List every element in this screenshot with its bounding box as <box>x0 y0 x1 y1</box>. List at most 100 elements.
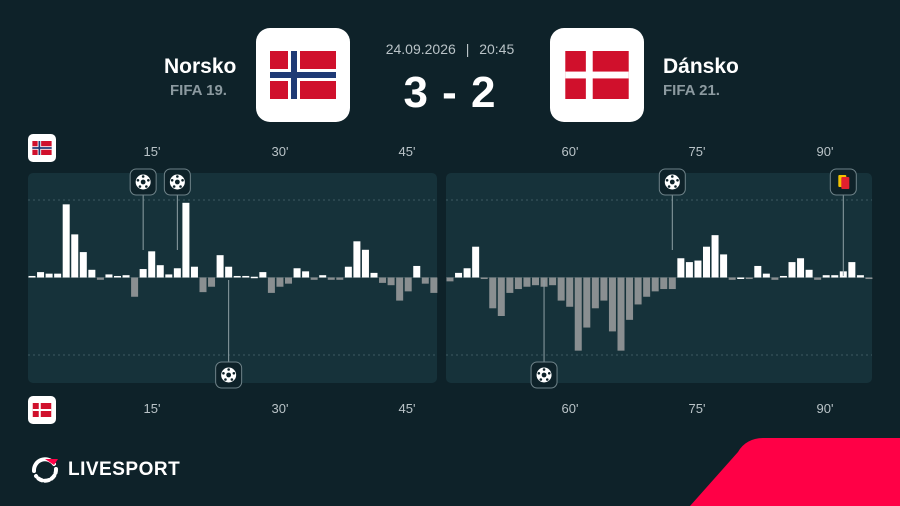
momentum-bar <box>694 260 702 278</box>
momentum-bar <box>310 277 318 280</box>
match-score: 3 - 2 <box>403 68 497 117</box>
livesport-brand: LIVESPORT <box>30 455 180 485</box>
soccer-ball-patch <box>147 179 150 182</box>
soccer-ball-patch <box>226 372 232 378</box>
soccer-ball-patch <box>224 378 227 381</box>
momentum-bar <box>37 272 45 278</box>
momentum-bar <box>660 277 668 290</box>
away-team-name: Dánsko <box>663 55 739 78</box>
momentum-bar <box>754 265 762 278</box>
momentum-bar <box>88 269 96 278</box>
momentum-bar <box>45 273 53 278</box>
momentum-bar <box>114 275 121 278</box>
momentum-bar <box>250 276 258 279</box>
momentum-bar <box>608 277 616 332</box>
momentum-bar <box>28 275 36 278</box>
momentum-bar <box>396 277 404 301</box>
soccer-ball-patch <box>676 179 679 182</box>
momentum-bar <box>557 277 565 301</box>
top-tick-label: 15' <box>144 144 161 159</box>
momentum-bar <box>685 262 693 278</box>
momentum-bar <box>327 277 335 280</box>
bottom-tick-label: 60' <box>562 401 579 416</box>
soccer-ball-patch <box>176 175 179 178</box>
momentum-bar <box>822 275 830 278</box>
soccer-ball-patch <box>140 179 146 185</box>
momentum-bar <box>122 275 130 278</box>
top-tick-label: 90' <box>817 144 834 159</box>
momentum-bar <box>472 246 480 278</box>
momentum-bar <box>173 268 181 278</box>
away-mini-flag <box>28 396 56 424</box>
momentum-bar <box>208 277 216 287</box>
momentum-bar <box>626 277 634 320</box>
momentum-bar <box>276 277 284 287</box>
bottom-tick-label: 90' <box>817 401 834 416</box>
bottom-tick-label: 75' <box>689 401 706 416</box>
momentum-bar <box>745 277 753 280</box>
momentum-bar <box>506 277 514 293</box>
momentum-bar <box>566 277 574 307</box>
momentum-bar <box>703 246 710 278</box>
momentum-bar <box>643 277 651 297</box>
soccer-ball-patch <box>179 185 182 188</box>
soccer-ball-patch <box>665 179 669 182</box>
momentum-bar <box>617 277 625 351</box>
top-tick-label: 45' <box>399 144 416 159</box>
momentum-bar <box>480 277 488 280</box>
momentum-bar <box>259 272 267 278</box>
away-flag-card <box>550 28 644 122</box>
momentum-bar <box>62 204 70 278</box>
momentum-bar <box>156 265 164 278</box>
momentum-bar <box>720 254 728 278</box>
momentum-bar <box>139 269 147 278</box>
momentum-bar <box>379 277 387 283</box>
momentum-bar <box>216 255 224 278</box>
top-tick-label: 75' <box>689 144 706 159</box>
momentum-bar <box>182 202 190 278</box>
momentum-bar <box>96 277 104 280</box>
home-mini-flag <box>28 134 56 162</box>
soccer-ball-patch <box>181 179 184 182</box>
momentum-bar <box>71 234 79 278</box>
momentum-bar <box>771 277 779 280</box>
momentum-bar <box>583 277 591 328</box>
momentum-bar <box>591 277 599 309</box>
momentum-bar <box>762 273 770 278</box>
momentum-bar <box>319 275 327 278</box>
top-tick-label: 30' <box>272 144 289 159</box>
momentum-bar <box>711 235 719 278</box>
soccer-ball-patch <box>174 179 180 185</box>
livesport-logo-icon <box>32 457 58 483</box>
momentum-bar <box>242 275 250 278</box>
soccer-ball-patch <box>541 372 547 378</box>
soccer-ball-patch <box>141 175 145 178</box>
momentum-bar <box>387 277 395 286</box>
momentum-bar <box>856 275 864 278</box>
red-card-icon <box>841 177 850 189</box>
momentum-bar <box>105 274 113 278</box>
match-datetime: 24.09.2026 | 20:45 <box>350 41 550 57</box>
momentum-bar <box>797 258 805 278</box>
momentum-bar <box>302 271 310 278</box>
momentum-bar <box>190 266 198 278</box>
home-team-rank: FIFA 19. <box>170 82 227 99</box>
momentum-bar <box>814 277 822 280</box>
momentum-bar <box>549 277 557 286</box>
soccer-ball-patch <box>136 179 140 182</box>
soccer-ball-patch <box>537 372 541 375</box>
momentum-bar <box>148 251 156 278</box>
bottom-tick-label: 15' <box>144 401 161 416</box>
home-team-name: Norsko <box>164 55 237 78</box>
momentum-bar <box>788 262 796 278</box>
soccer-ball-patch <box>667 185 671 188</box>
soccer-ball-patch <box>170 179 174 182</box>
soccer-ball-patch <box>138 185 142 188</box>
momentum-bar <box>267 277 275 293</box>
momentum-bar <box>831 275 839 278</box>
denmark-flag-icon <box>565 51 629 99</box>
momentum-bar <box>131 277 139 297</box>
bottom-tick-label: 30' <box>272 401 289 416</box>
momentum-bar <box>225 266 233 278</box>
momentum-bar <box>285 277 292 284</box>
